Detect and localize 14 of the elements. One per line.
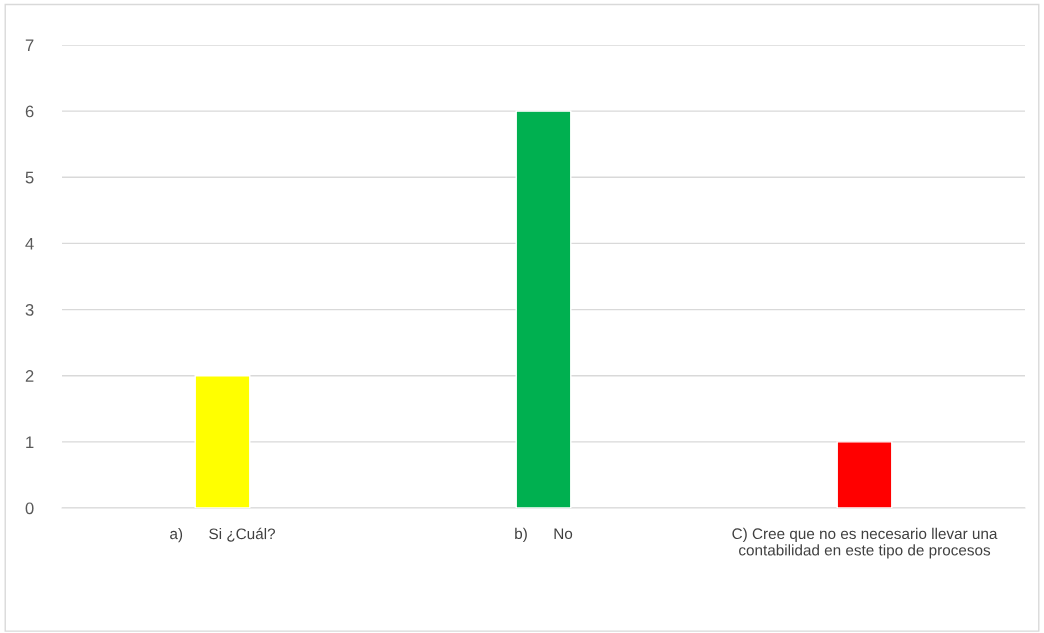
- x-tick-label: b) No: [515, 527, 573, 543]
- y-tick-label: 5: [25, 171, 34, 184]
- y-tick-label: 7: [25, 39, 34, 52]
- y-tick-label: 0: [25, 502, 34, 515]
- bar: [194, 375, 251, 508]
- y-tick-label: 6: [25, 105, 34, 118]
- bar: [515, 110, 572, 508]
- y-tick-label: 3: [25, 303, 34, 316]
- y-tick-label: 2: [25, 370, 34, 382]
- bar: [836, 441, 893, 508]
- y-tick-label: 1: [26, 436, 34, 448]
- y-tick-label: 4: [25, 238, 34, 250]
- x-tick-label: a) Si ¿Cuál?: [170, 527, 275, 543]
- x-tick-label: C) Cree que no es necesario llevar una contabilidad en este tipo de procesos: [732, 527, 998, 559]
